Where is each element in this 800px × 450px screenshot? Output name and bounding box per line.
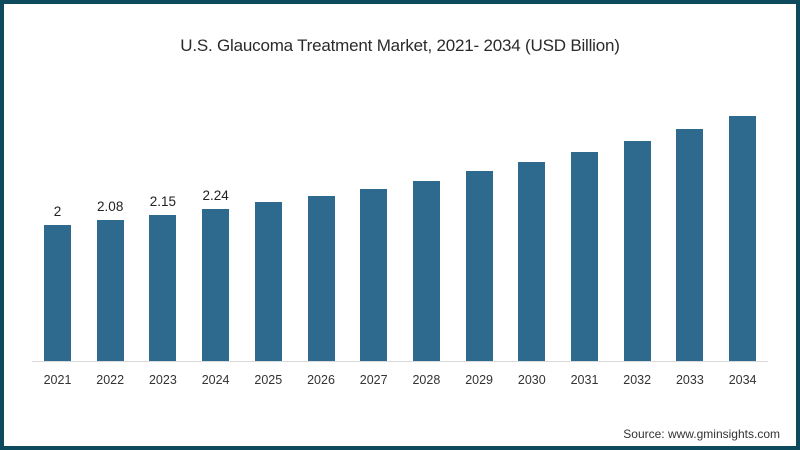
bar-2023 [149,214,177,361]
bar-2029 [465,171,493,361]
bar-2028 [412,180,440,361]
x-tick-label: 2021 [43,373,72,387]
bar-2021 [44,225,71,361]
bar-2034 [729,116,757,361]
bar-2032 [623,140,651,361]
x-tick-label: 2028 [412,373,441,387]
x-tick-label: 2032 [623,373,652,387]
data-label-2021: 2 [53,204,62,219]
x-axis-line [32,361,768,362]
x-tick-label: 2033 [675,373,704,387]
bar-2033 [676,129,704,361]
x-tick-label: 2025 [254,373,283,387]
bar-2031 [571,152,598,361]
x-tick-label: 2022 [96,373,125,387]
x-tick-label: 2027 [359,373,388,387]
x-tick-label: 2034 [728,373,757,387]
source-note: Source: www.gminsights.com [623,427,780,441]
x-tick-label: 2029 [465,373,493,387]
x-tick-label: 2030 [517,373,546,387]
bar-2027 [360,188,388,361]
x-tick-label: 2024 [201,373,230,387]
x-tick-label: 2026 [307,373,335,387]
data-label-2023: 2.15 [149,193,177,209]
x-tick-label: 2031 [570,373,599,387]
x-tick-label: 2023 [148,373,177,387]
chart-frame [4,4,796,446]
bar-2026 [307,195,335,361]
bar-2025 [254,201,282,361]
chart-title: U.S. Glaucoma Treatment Market, 2021- 20… [180,36,620,55]
data-label-2024: 2.24 [202,187,229,203]
bar-2024 [202,208,230,361]
data-label-2022: 2.08 [97,198,124,214]
bar-2022 [96,219,124,361]
bar-2030 [518,161,546,361]
